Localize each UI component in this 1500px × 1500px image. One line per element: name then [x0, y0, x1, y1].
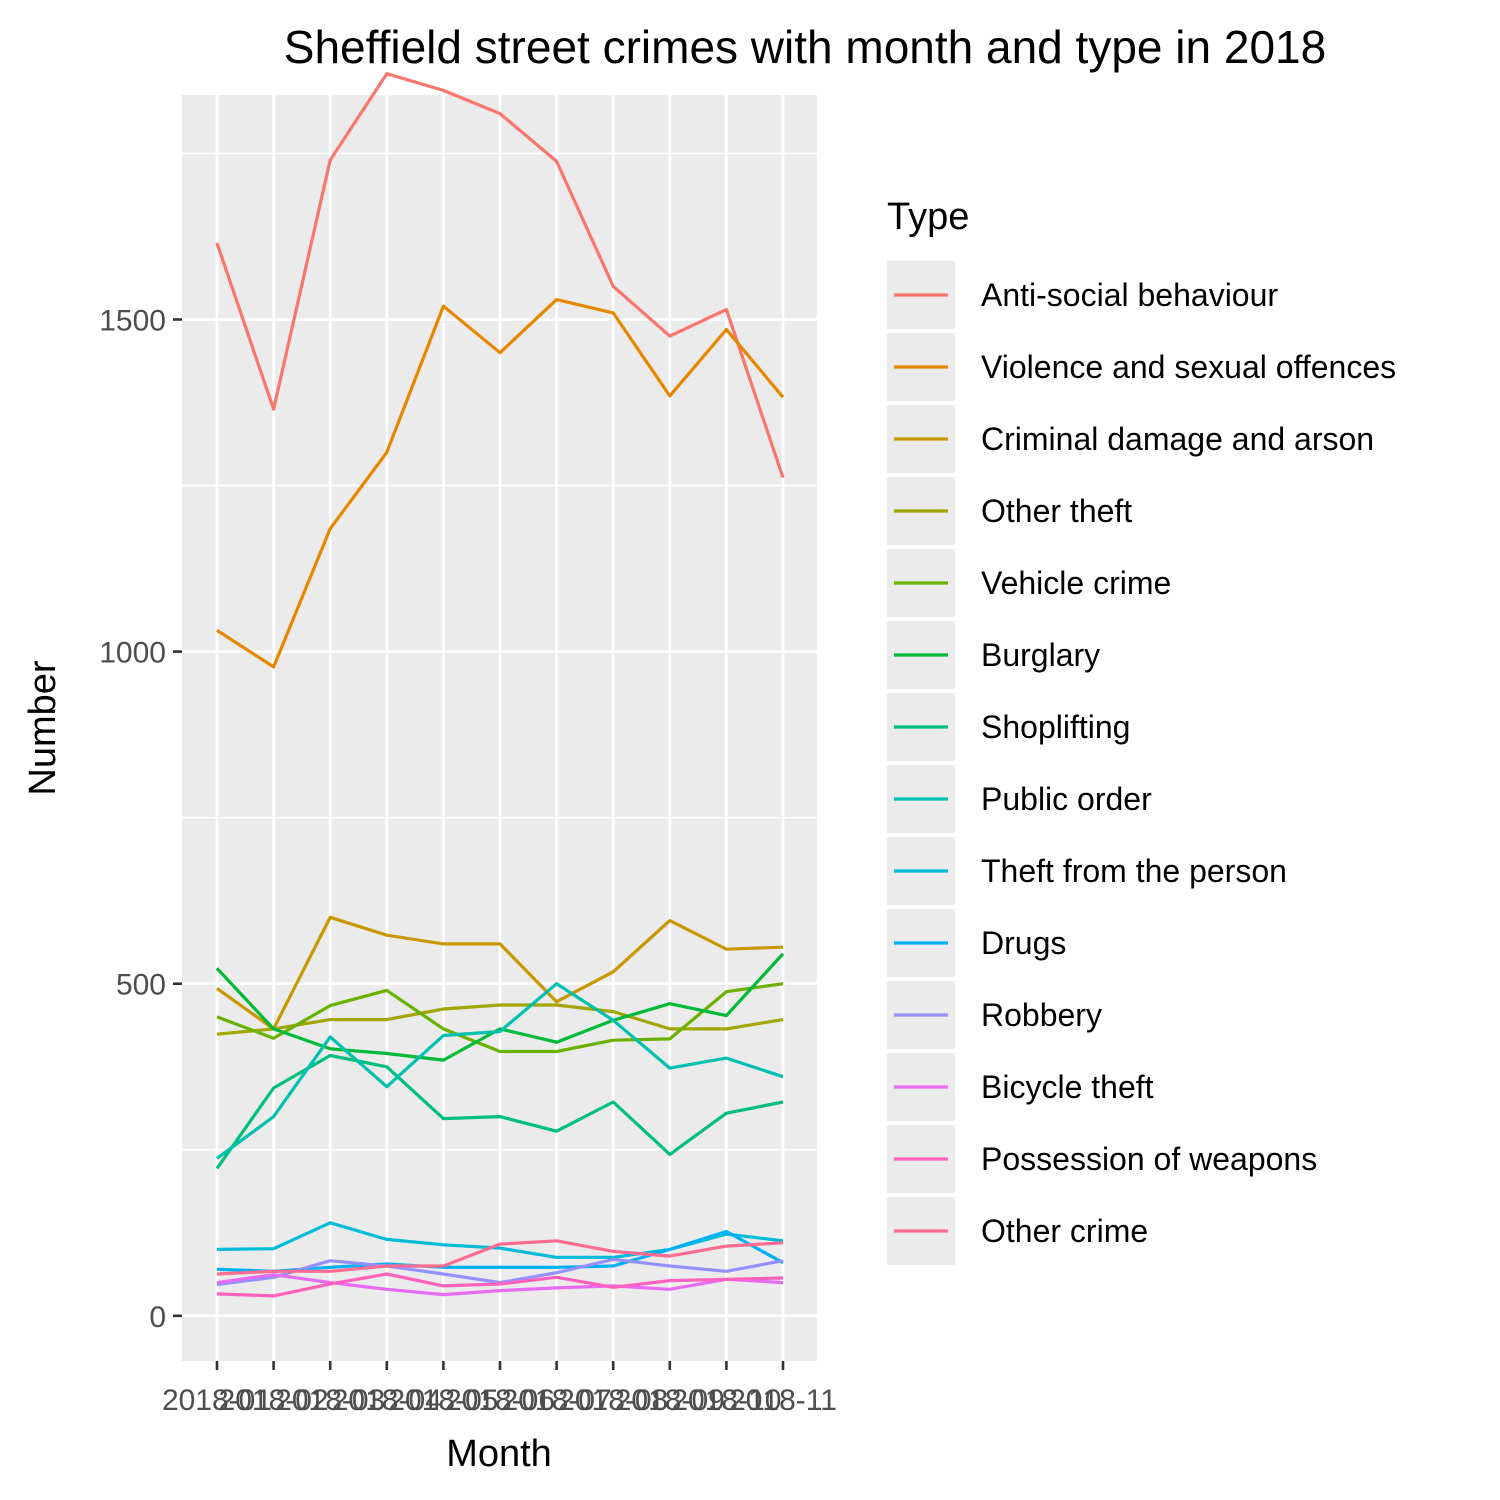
legend-label: Shoplifting: [981, 709, 1130, 745]
x-tick-label: 2018-03: [275, 1384, 385, 1417]
legend-item: Public order: [887, 765, 1152, 833]
chart-title: Sheffield street crimes with month and t…: [284, 21, 1326, 73]
legend-item: Robbery: [887, 981, 1102, 1049]
y-axis: 0 500 1000 1500: [99, 305, 182, 1334]
legend-label: Possession of weapons: [981, 1141, 1317, 1177]
legend-item: Burglary: [887, 621, 1100, 689]
x-tick-label: 2018-10: [671, 1384, 781, 1417]
legend-item: Violence and sexual offences: [887, 333, 1396, 401]
x-tick-label: 2018-08: [558, 1384, 668, 1417]
series-line: [216, 1229, 784, 1273]
x-tick-label: 2018-02: [219, 1384, 329, 1417]
x-axis: 2018-012018-022018-032018-042018-052018-…: [162, 1361, 837, 1417]
series-line: [216, 1003, 784, 1036]
x-tick-label: 2018-01: [162, 1384, 272, 1417]
legend-label: Violence and sexual offences: [981, 349, 1396, 385]
legend-item: Vehicle crime: [887, 549, 1171, 617]
legend-label: Drugs: [981, 925, 1066, 961]
x-axis-title: Month: [446, 1433, 552, 1475]
y-tick-label: 1500: [99, 305, 166, 338]
legend-label: Robbery: [981, 997, 1102, 1033]
legend-label: Bicycle theft: [981, 1069, 1154, 1105]
legend-label: Theft from the person: [981, 853, 1287, 889]
x-tick-label: 2018-06: [445, 1384, 555, 1417]
y-tick-label: 1000: [99, 637, 166, 670]
legend-item: Drugs: [887, 909, 1066, 977]
legend-label: Anti-social behaviour: [981, 277, 1278, 313]
series-line: [216, 1239, 784, 1276]
series-line: [216, 1272, 784, 1298]
legend-item: Other crime: [887, 1197, 1148, 1265]
y-tick-label: 500: [116, 969, 166, 1002]
legend-item: Criminal damage and arson: [887, 405, 1374, 473]
x-tick-label: 2018-09: [615, 1384, 725, 1417]
legend-label: Vehicle crime: [981, 565, 1171, 601]
x-tick-label: 2018-07: [502, 1384, 612, 1417]
x-tick-label: 2018-05: [388, 1384, 498, 1417]
y-axis-title: Number: [22, 660, 64, 795]
series-line: [216, 915, 784, 1031]
series-line: [215, 952, 785, 1062]
legend-item: Theft from the person: [887, 837, 1287, 905]
legend-item: Shoplifting: [887, 693, 1130, 761]
series-line: [216, 982, 784, 1054]
legend-label: Criminal damage and arson: [981, 421, 1374, 457]
x-tick-label: 2018-11: [729, 1384, 837, 1417]
legend-label: Burglary: [981, 637, 1100, 673]
series-lines: [215, 72, 785, 1298]
series-line: [216, 1273, 784, 1297]
legend-item: Anti-social behaviour: [887, 261, 1278, 329]
legend-items: Anti-social behaviour Violence and sexual…: [887, 261, 1396, 1265]
series-line: [216, 982, 784, 1160]
legend-label: Other theft: [981, 493, 1132, 529]
series-line: [216, 298, 785, 669]
legend-item: Other theft: [887, 477, 1132, 545]
series-line: [215, 1053, 784, 1170]
legend-label: Other crime: [981, 1213, 1148, 1249]
legend-label: Public order: [981, 781, 1152, 817]
legend-item: Bicycle theft: [887, 1053, 1154, 1121]
x-tick-label: 2018-04: [332, 1384, 442, 1417]
legend-item: Possession of weapons: [887, 1125, 1317, 1193]
series-line: [215, 72, 785, 479]
y-tick-label: 0: [149, 1301, 166, 1334]
legend: Type Anti-social behaviour Violence and s…: [887, 196, 1396, 1265]
legend-title: Type: [887, 196, 969, 238]
